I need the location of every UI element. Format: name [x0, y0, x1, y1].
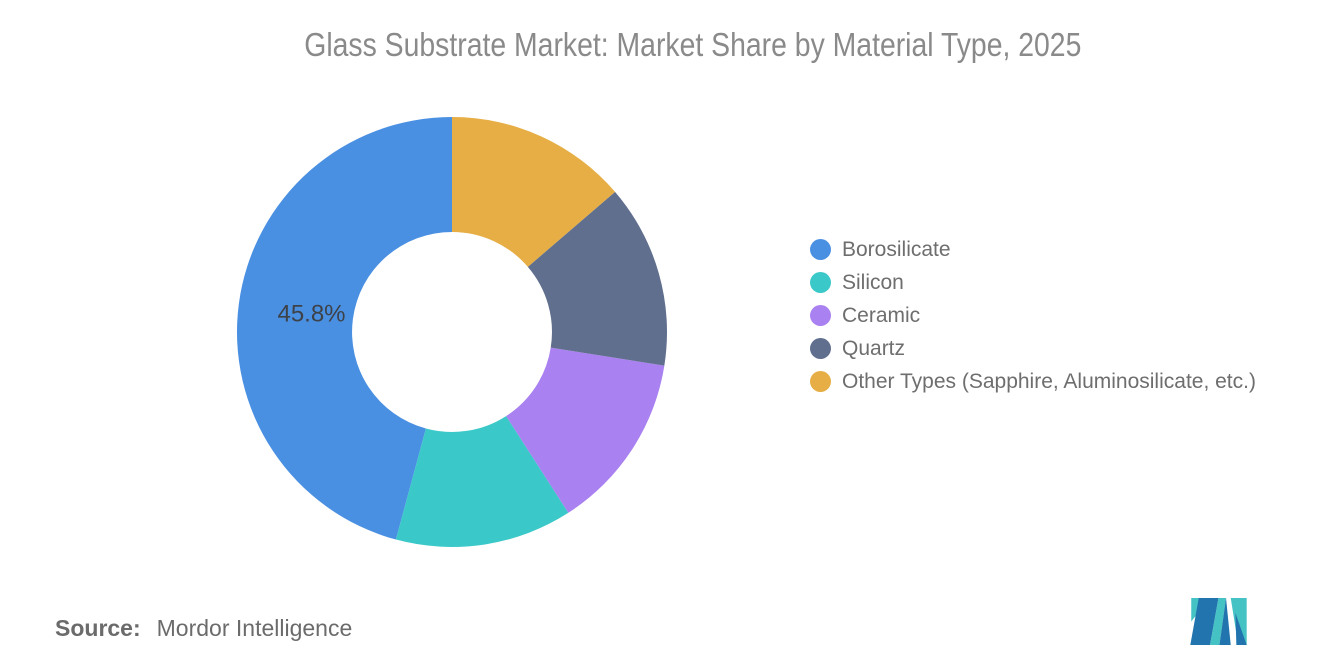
legend-color-dot [810, 239, 831, 260]
pie-slice-borosilicate[interactable] [236, 117, 452, 540]
legend-item-borosilicate[interactable]: Borosilicate [810, 236, 1290, 263]
legend: Borosilicate Silicon Ceramic Quartz Other Ty… [810, 236, 1290, 401]
logo-blue-corner-triangle [1235, 613, 1247, 645]
legend-label: Silicon [842, 271, 904, 294]
legend-label: Quartz [842, 337, 906, 360]
slice-data-label: 45.8% [277, 300, 345, 327]
legend-item-ceramic[interactable]: Ceramic [810, 302, 1290, 329]
legend-color-dot [810, 371, 831, 392]
chart-title-text: Glass Substrate Market: Market Share by … [304, 26, 1082, 63]
logo-blue-triangle [1219, 598, 1231, 645]
legend-label: Borosilicate [842, 238, 951, 261]
source-label: Source: [55, 615, 141, 641]
logo-teal-column [1230, 598, 1247, 645]
logo-teal-triangle [1191, 598, 1211, 622]
legend-item-silicon[interactable]: Silicon [810, 269, 1290, 296]
chart-title: Glass Substrate Market: Market Share by … [0, 26, 1320, 64]
source-name: Mordor Intelligence [156, 615, 353, 641]
pie-slice-ceramic[interactable] [506, 347, 665, 513]
mordor-intelligence-logo [1190, 598, 1247, 645]
pie-slice-quartz[interactable] [527, 191, 667, 366]
logo-blue-band [1190, 598, 1219, 645]
donut-chart: 45.8% [236, 117, 667, 548]
pie-slice-other-types-sapphire-aluminosilicate-etc[interactable] [452, 117, 616, 267]
source-row: Source: Mordor Intelligence [55, 615, 352, 642]
legend-label: Other Types (Sapphire, Aluminosilicate, … [842, 370, 1256, 393]
legend-color-dot [810, 305, 831, 326]
legend-item-quartz[interactable]: Quartz [810, 335, 1290, 362]
legend-label: Ceramic [842, 304, 921, 327]
legend-color-dot [810, 338, 831, 359]
logo-teal-band [1210, 598, 1227, 645]
legend-item-other-types-sapphire-aluminosilicate-etc[interactable]: Other Types (Sapphire, Aluminosilicate, … [810, 368, 1290, 395]
pie-slice-silicon[interactable] [395, 416, 569, 548]
legend-color-dot [810, 272, 831, 293]
